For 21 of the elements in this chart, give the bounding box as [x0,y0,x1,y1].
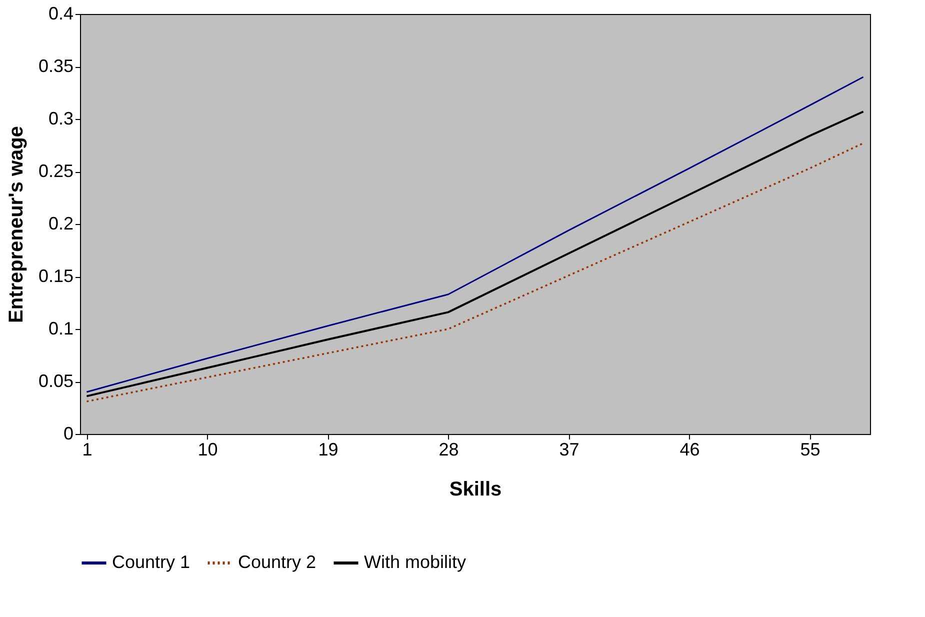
legend-label: Country 2 [238,552,316,572]
legend-label: With mobility [364,552,466,572]
y-tick-label: 0.35 [38,56,74,76]
y-tick-label: 0.2 [48,214,74,234]
x-tick-label: 28 [438,440,459,460]
y-tick-label: 0.25 [38,161,74,181]
y-tick-label: 0.3 [48,108,74,128]
y-tick-label: 0.4 [48,4,74,24]
y-tick-label: 0.1 [48,318,74,338]
y-axis-title: Entrepreneur's wage [5,126,28,324]
y-tick-label: 0 [63,424,74,444]
legend-label: Country 1 [112,552,190,572]
y-tick-label: 0.15 [38,266,74,286]
x-tick-label: 37 [559,440,580,460]
x-tick-label: 1 [82,440,92,460]
x-tick-label: 46 [680,440,700,460]
x-tick-label: 19 [318,440,338,460]
x-tick-label: 55 [800,440,820,460]
x-tick-label: 10 [198,440,218,460]
y-tick-label: 0.05 [38,371,74,391]
x-axis-title: Skills [449,478,502,500]
